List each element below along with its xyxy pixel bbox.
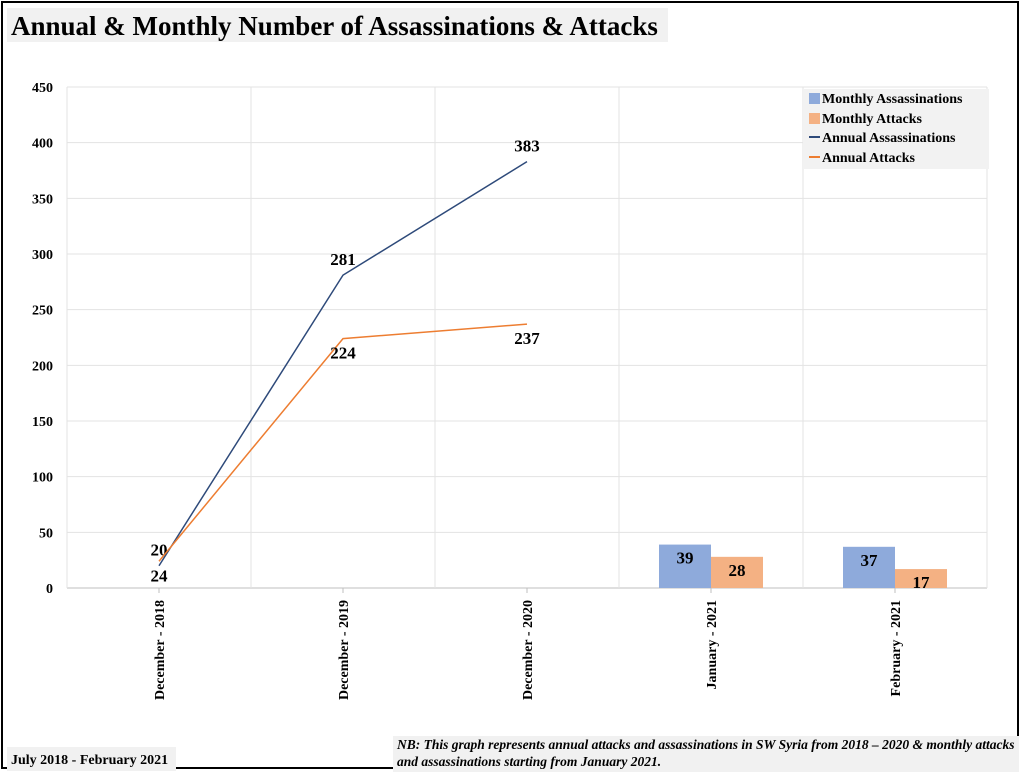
y-tick-label: 100 [32,471,53,486]
line-value-label: 237 [514,329,540,348]
series-line [158,323,528,562]
legend-swatch-annual-assassinations [809,136,820,138]
y-tick-label: 0 [46,582,53,597]
y-tick-label: 200 [32,359,53,374]
y-tick-label: 400 [32,137,53,152]
legend-label-monthly-assassinations: Monthly Assassinations [822,92,963,107]
legend-swatch-monthly-assassinations [809,93,820,104]
y-tick-label: 250 [32,304,53,319]
legend-label-annual-attacks: Annual Attacks [822,151,915,166]
bar [711,556,763,588]
legend-item-annual-attacks: Annual Attacks [809,149,915,169]
line-value-label: 383 [514,137,540,156]
bar-value-label: 39 [677,549,694,568]
y-tick-label: 350 [32,192,53,207]
legend-item-annual-assassinations: Annual Assassinations [809,129,955,149]
y-tick-label: 300 [32,248,53,263]
bar [659,544,711,588]
y-tick-label: 450 [32,81,53,96]
y-tick-label: 50 [39,526,53,541]
bar-value-label: 17 [913,573,931,592]
legend-label-annual-assassinations: Annual Assassinations [822,131,956,146]
series-line [158,160,528,567]
y-tick-label: 150 [32,415,53,430]
bar-value-label: 28 [729,561,746,580]
chart-plot: 0 50 100 150 200 250 300 350 400 450 December - 20… [32,81,988,700]
legend-item-monthly-attacks: Monthly Attacks [809,110,922,130]
bar-value-label: 37 [861,551,879,570]
x-tick-label: January - 2021 [705,600,720,689]
legend-label-monthly-attacks: Monthly Attacks [822,112,922,127]
legend-item-monthly-assassinations: Monthly Assassinations [809,90,962,110]
date-range-label: July 2018 - February 2021 [7,747,177,771]
legend-swatch-annual-attacks [809,156,820,158]
x-tick-label: December - 2020 [521,600,536,700]
bar [843,546,895,588]
x-tick-label: February - 2021 [889,600,904,696]
legend-swatch-monthly-attacks [809,113,820,124]
bar [895,569,947,588]
line-value-label: 20 [151,541,168,560]
line-value-label: 24 [151,566,169,585]
footnote: NB: This graph represents annual attacks… [393,736,1019,772]
x-tick-label: December - 2019 [337,600,352,700]
line-value-label: 224 [330,344,356,363]
chart-title: Annual & Monthly Number of Assassination… [7,8,668,42]
x-tick-label: December - 2018 [153,600,168,700]
line-value-label: 281 [330,250,356,269]
chart-legend: Monthly Assassinations Monthly Attacks A… [803,89,989,169]
